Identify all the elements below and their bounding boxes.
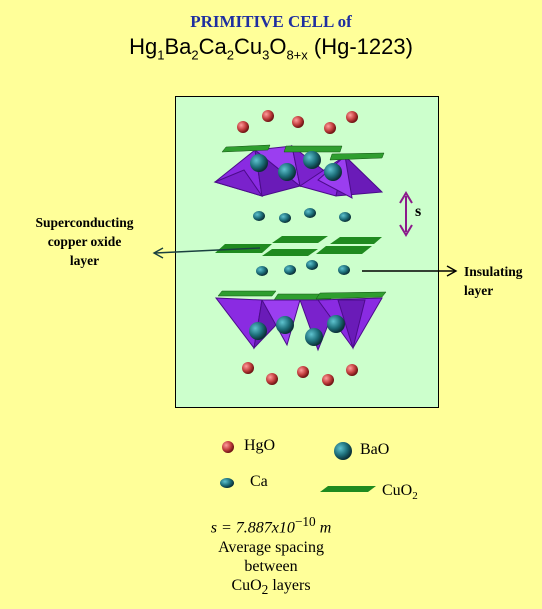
cuo-pyramid-layer-top — [213, 144, 385, 199]
ca-row-lower — [256, 260, 350, 276]
ca-atom — [253, 211, 265, 221]
ca-atom — [284, 265, 296, 275]
ca-atom — [339, 212, 351, 222]
bao-row-top — [250, 151, 342, 181]
spacing-value: s = 7.887x10−10 m — [210, 514, 332, 537]
hgo-atom — [237, 121, 249, 133]
bao-row-bottom — [249, 315, 345, 346]
legend-ca-symbol — [220, 478, 234, 488]
cuo2-layer-middle — [215, 236, 382, 256]
legend-cuo2-symbol — [320, 486, 376, 492]
formula-ba: Ba — [164, 34, 192, 59]
formula-ca: Ca — [198, 34, 227, 59]
hgo-atom — [262, 110, 274, 122]
hgo-atom — [346, 111, 358, 123]
superconducting-pointer-arrow — [152, 247, 261, 259]
bao-atom — [249, 322, 267, 340]
bao-atom — [278, 163, 296, 181]
diagram-title: PRIMITIVE CELL of — [190, 12, 352, 31]
bao-atom — [276, 316, 294, 334]
bao-atom — [324, 163, 342, 181]
hgo-row-bottom — [242, 362, 358, 386]
legend-bao-symbol — [334, 442, 352, 460]
bao-atom — [250, 154, 268, 172]
formula-o: O — [269, 34, 287, 59]
formula-o-count: 8+x — [286, 47, 308, 63]
ca-atom — [256, 266, 268, 276]
superconducting-layer-label: Superconducting copper oxide layer — [35, 215, 134, 268]
spacing-caption: Average spacing between CuO2 layers — [218, 539, 324, 598]
ca-atom — [338, 265, 350, 275]
formula-cu: Cu — [233, 34, 263, 59]
hgo-atom — [324, 122, 336, 134]
formula-ca-count: 2 — [226, 47, 234, 63]
insulating-layer-label: Insulating layer — [464, 264, 523, 298]
insulating-pointer-arrow — [362, 265, 458, 277]
bao-atom — [327, 315, 345, 333]
ca-atom — [279, 213, 291, 223]
compound-formula: Hg1Ba2Ca2Cu3O8+x (Hg-1223) — [0, 34, 542, 62]
bao-atom — [303, 151, 321, 169]
formula-hg-count: 1 — [157, 47, 165, 63]
hgo-atom — [242, 362, 254, 374]
spacing-arrow — [399, 191, 413, 237]
formula-name: (Hg-1223) — [307, 34, 413, 59]
spacing-symbol-label: s — [415, 203, 422, 220]
hgo-atom — [297, 366, 309, 378]
cuo-pyramid-layer-bottom — [214, 290, 387, 352]
ca-atom — [306, 260, 318, 270]
hgo-atom — [346, 364, 358, 376]
legend-cuo2-label: CuO2 — [382, 482, 418, 503]
legend-hgo-symbol — [222, 441, 234, 453]
bao-atom — [305, 328, 323, 346]
hgo-atom — [266, 373, 278, 385]
formula-ba-count: 2 — [191, 47, 199, 63]
hgo-atom — [292, 116, 304, 128]
legend-ca-label: Ca — [250, 473, 268, 490]
hgo-atom — [322, 374, 334, 386]
legend-bao-label: BaO — [360, 441, 390, 458]
ca-atom — [304, 208, 316, 218]
formula-hg: Hg — [129, 34, 158, 59]
hgo-row-top — [237, 110, 358, 134]
ca-row-upper — [253, 208, 351, 223]
legend-hgo-label: HgO — [244, 437, 276, 454]
legend-symbols — [220, 441, 376, 492]
formula-cu-count: 3 — [262, 47, 270, 63]
